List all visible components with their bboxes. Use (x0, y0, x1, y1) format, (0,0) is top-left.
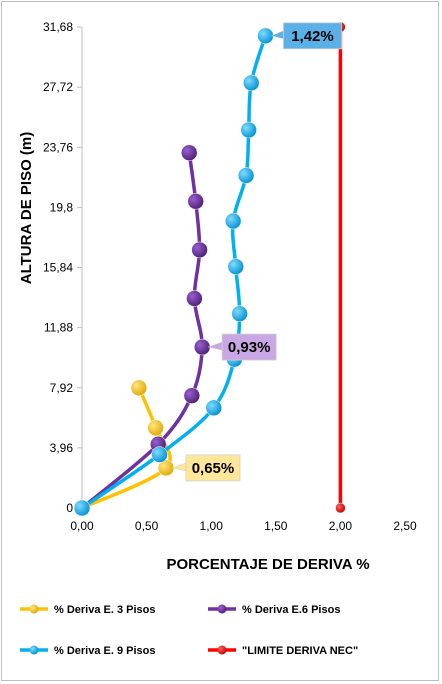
y-tick-label: 0 (66, 501, 73, 515)
data-point (231, 305, 248, 322)
data-point (183, 387, 201, 404)
series-line (80, 150, 204, 510)
callout-pointer (207, 341, 223, 351)
y-tick-label: 31,68 (43, 20, 73, 34)
series-2 (73, 27, 274, 517)
legend-label: % Deriva E. 3 Pisos (54, 604, 156, 616)
legend-label: "LIMITE DERIVA NEC" (242, 645, 358, 657)
legend: % Deriva E. 3 Pisos % Deriva E.6 Pisos % D… (20, 604, 358, 657)
y-tick-label: 11,88 (44, 321, 73, 335)
y-tick-label: 7,92 (50, 381, 74, 395)
callout-box (221, 333, 277, 361)
data-point (335, 502, 346, 514)
y-tick-label: 15,84 (43, 261, 73, 275)
x-tick-label: 1,00 (200, 519, 224, 533)
series-layer (73, 21, 346, 517)
legend-item: "LIMITE DERIVA NEC" (208, 645, 358, 657)
x-tick-label: 2,00 (329, 519, 353, 533)
callout-label: 1,42% (291, 28, 334, 45)
callout-pointer (171, 462, 187, 472)
data-point (224, 212, 242, 230)
axes: 0 3,96 7,92 11,88 15,84 19,8 23,76 27,72 31,68 0,… (43, 20, 417, 533)
legend-item: % Deriva E. 3 Pisos (20, 604, 156, 616)
legend-marker (217, 604, 227, 614)
series-line (80, 386, 172, 510)
y-tick-label: 27,72 (43, 80, 73, 94)
data-point (147, 419, 164, 437)
data-point (180, 144, 198, 161)
data-point (130, 379, 148, 396)
legend-label: % Deriva E. 9 Pisos (54, 645, 156, 657)
x-axis-title: PORCENTAJE DE DERIVA % (166, 556, 369, 573)
callout-label: 0,65% (192, 460, 235, 477)
data-point (227, 258, 244, 275)
data-point (186, 290, 203, 307)
data-callout: 0,93% (207, 333, 277, 361)
data-point (191, 241, 208, 259)
data-callout: 1,42% (270, 22, 342, 50)
callout-box (283, 22, 342, 50)
series-3 (335, 21, 346, 514)
y-tick-label: 3,96 (50, 441, 74, 455)
y-tick-label: 23,76 (43, 140, 73, 154)
data-point (73, 499, 91, 517)
data-callout: 0,65% (171, 454, 241, 482)
callout-label: 0,93% (228, 339, 271, 356)
legend-item: % Deriva E.6 Pisos (208, 604, 340, 616)
y-tick-label: 19,8 (50, 200, 74, 214)
data-point (205, 399, 223, 417)
y-axis-title: ALTURA DE PISO (m) (18, 132, 35, 285)
data-point (240, 121, 257, 139)
x-tick-label: 1,50 (264, 519, 288, 533)
legend-marker (217, 645, 227, 655)
data-point (237, 167, 255, 184)
x-tick-label: 0,50 (135, 519, 159, 533)
data-point (243, 74, 260, 92)
x-tick-label: 0,00 (70, 519, 94, 533)
legend-item: % Deriva E. 9 Pisos (20, 645, 156, 657)
legend-marker (29, 645, 39, 655)
legend-marker (29, 604, 39, 614)
legend-label: % Deriva E.6 Pisos (242, 604, 340, 616)
x-tick-label: 2,50 (393, 519, 417, 533)
data-point (187, 193, 204, 210)
callout-box (185, 454, 241, 482)
data-point (151, 446, 168, 463)
callouts: 0,65% 0,93% 1,42% (171, 22, 342, 482)
